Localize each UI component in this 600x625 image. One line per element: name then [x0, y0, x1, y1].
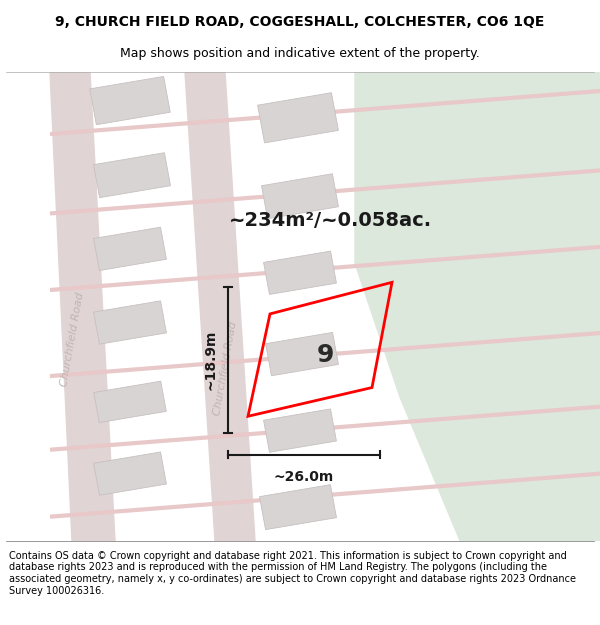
Text: 9: 9	[317, 342, 334, 367]
Text: Churchfield Road: Churchfield Road	[59, 292, 85, 388]
Text: Contains OS data © Crown copyright and database right 2021. This information is : Contains OS data © Crown copyright and d…	[9, 551, 576, 596]
Polygon shape	[262, 174, 338, 219]
Polygon shape	[355, 72, 600, 541]
Text: ~26.0m: ~26.0m	[274, 470, 334, 484]
Polygon shape	[263, 251, 337, 294]
Polygon shape	[50, 72, 115, 541]
Polygon shape	[94, 452, 166, 496]
Polygon shape	[94, 228, 166, 271]
Polygon shape	[94, 301, 166, 344]
Text: Churchfield Road: Churchfield Road	[212, 321, 238, 416]
Polygon shape	[90, 76, 170, 125]
Polygon shape	[266, 332, 338, 376]
Text: ~234m²/~0.058ac.: ~234m²/~0.058ac.	[229, 211, 431, 229]
Polygon shape	[263, 409, 337, 452]
Text: 9, CHURCH FIELD ROAD, COGGESHALL, COLCHESTER, CO6 1QE: 9, CHURCH FIELD ROAD, COGGESHALL, COLCHE…	[55, 14, 545, 29]
Polygon shape	[94, 152, 170, 198]
Text: Map shows position and indicative extent of the property.: Map shows position and indicative extent…	[120, 48, 480, 61]
Polygon shape	[185, 72, 255, 541]
Text: ~18.9m: ~18.9m	[204, 330, 218, 391]
Polygon shape	[260, 484, 337, 529]
Polygon shape	[257, 92, 338, 143]
Polygon shape	[94, 381, 166, 423]
